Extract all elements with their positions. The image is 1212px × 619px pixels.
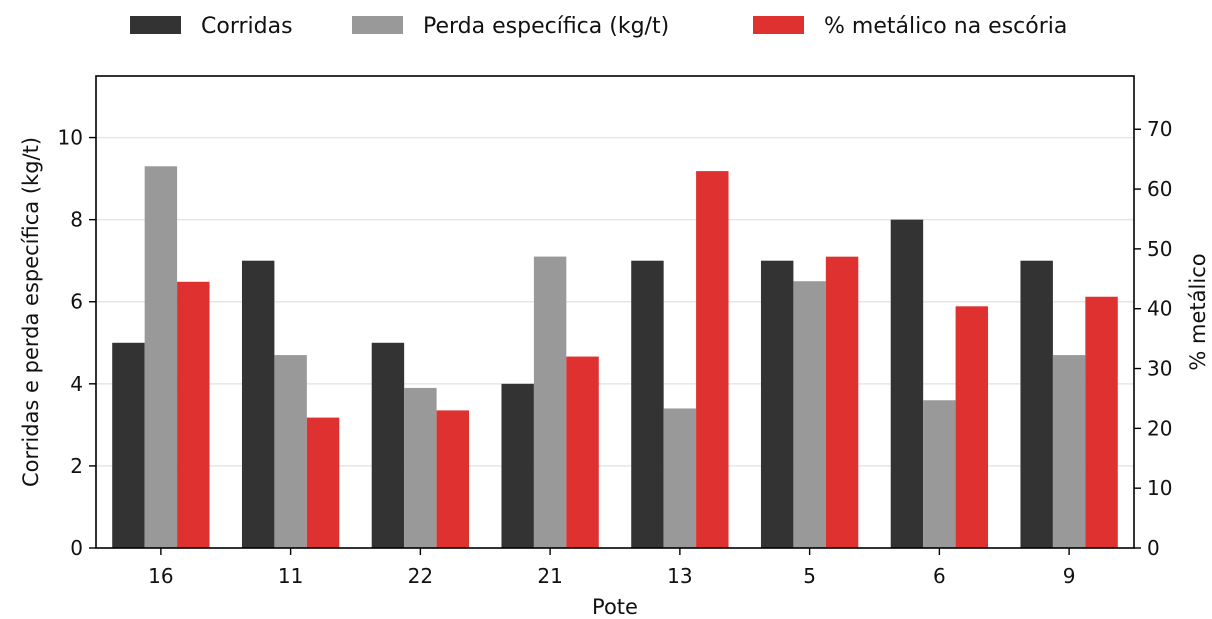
x-tick-label: 21	[537, 564, 562, 588]
legend-swatch	[130, 16, 181, 34]
bar-met-lico-na-esc-ria-13	[696, 171, 729, 549]
legend-swatch	[753, 16, 804, 34]
x-tick-label: 6	[933, 564, 946, 588]
x-tick-label: 13	[667, 564, 692, 588]
bar-perda-espec-fica-kg-t-11	[274, 355, 307, 548]
y-tick-label: 8	[70, 208, 83, 232]
x-tick-label: 22	[408, 564, 433, 588]
legend-label: Corridas	[201, 14, 293, 39]
x-axis-title: Pote	[592, 595, 638, 619]
bar-met-lico-na-esc-ria-22	[436, 410, 470, 548]
left-axis: 0 2 4 6 8 10	[58, 126, 96, 560]
bar-met-lico-na-esc-ria-11	[306, 417, 340, 548]
y-tick-label: 2	[70, 454, 83, 478]
y2-axis-title: % metálico	[1186, 253, 1210, 370]
legend: Corridas Perda específica (kg/t) % metálic…	[130, 14, 1067, 39]
y-tick-label: 10	[58, 126, 83, 150]
x-tick-label: 5	[803, 564, 816, 588]
bar-corridas-22	[371, 342, 405, 548]
bar-perda-espec-fica-kg-t-9	[1052, 355, 1086, 548]
bar-corridas-13	[631, 260, 664, 548]
bar-met-lico-na-esc-ria-6	[955, 306, 989, 548]
legend-label: % metálico na escória	[824, 14, 1067, 39]
bars	[112, 166, 1118, 549]
y2-tick-label: 60	[1147, 177, 1172, 201]
bar-perda-espec-fica-kg-t-6	[923, 400, 956, 548]
bar-corridas-11	[241, 260, 275, 548]
y2-tick-label: 30	[1147, 357, 1172, 381]
right-axis: 0 10 20 30 40 50 60 70	[1134, 117, 1172, 560]
bar-met-lico-na-esc-ria-9	[1085, 296, 1118, 548]
y2-tick-label: 0	[1147, 536, 1160, 560]
x-tick-label: 9	[1063, 564, 1076, 588]
plot-frame	[95, 75, 1135, 549]
bar-corridas-21	[501, 383, 534, 548]
bar-met-lico-na-esc-ria-21	[566, 356, 599, 548]
legend-swatch	[352, 16, 403, 34]
bar-perda-espec-fica-kg-t-16	[144, 166, 178, 548]
y2-tick-label: 20	[1147, 416, 1172, 440]
bar-corridas-9	[1020, 260, 1053, 548]
bar-met-lico-na-esc-ria-5	[825, 256, 859, 548]
y-tick-label: 4	[70, 372, 83, 396]
y-axis-title: Corridas e perda específica (kg/t)	[19, 137, 43, 487]
bar-perda-espec-fica-kg-t-5	[793, 281, 826, 548]
legend-label: Perda específica (kg/t)	[423, 14, 669, 39]
y-tick-label: 0	[70, 536, 83, 560]
x-tick-label: 16	[148, 564, 173, 588]
bar-corridas-16	[112, 342, 145, 548]
bar-met-lico-na-esc-ria-16	[177, 281, 210, 548]
bar-perda-espec-fica-kg-t-13	[663, 408, 697, 548]
y2-tick-label: 50	[1147, 237, 1172, 261]
bar-corridas-6	[890, 219, 924, 549]
y2-tick-label: 70	[1147, 117, 1172, 141]
bar-perda-espec-fica-kg-t-22	[404, 387, 437, 548]
y2-tick-label: 40	[1147, 297, 1172, 321]
y2-tick-label: 10	[1147, 476, 1172, 500]
y-tick-label: 6	[70, 290, 83, 314]
x-tick-label: 11	[278, 564, 303, 588]
bar-perda-espec-fica-kg-t-21	[533, 256, 567, 548]
bar-corridas-5	[760, 260, 794, 548]
x-axis: 16 11 22 21 13 5 6 9	[148, 548, 1075, 588]
